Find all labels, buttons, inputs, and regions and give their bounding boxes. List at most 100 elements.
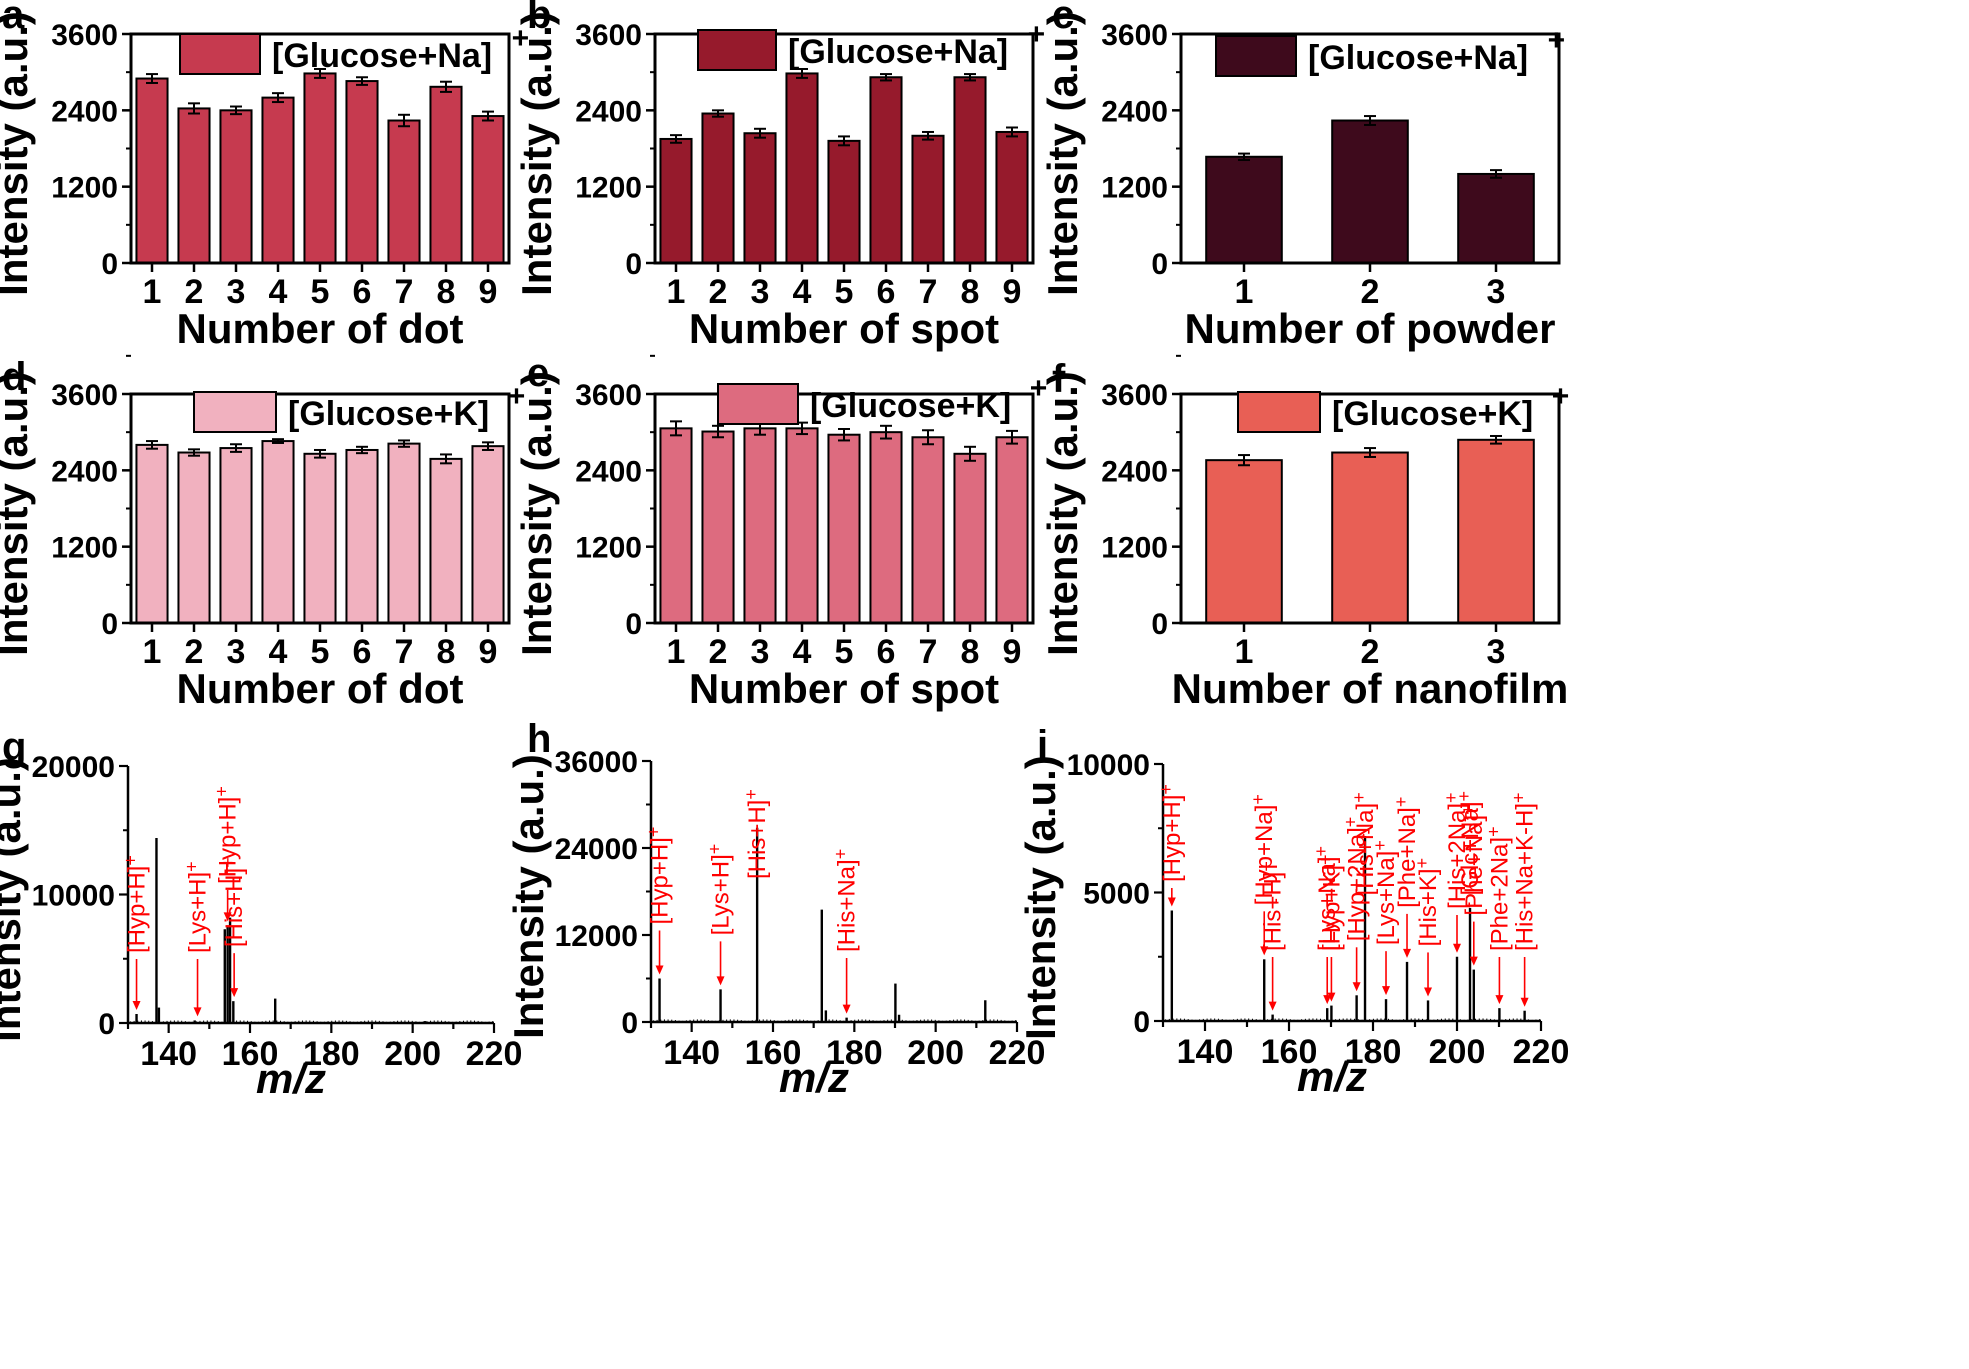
x-tick-label: 5 [311,633,330,671]
x-tick-label: 3 [1487,633,1506,671]
x-tick-label: 5 [835,273,854,311]
legend-label: [Glucose+Na] [272,37,492,75]
annotation-arrowhead [1495,995,1504,1005]
annotation-superscript: + [121,855,141,866]
annotation-text: [His+H] [1260,872,1287,951]
bar [1205,155,1283,264]
peak-annotation: [Phe+Na]+ [1391,797,1421,908]
annotation-superscript: + [644,827,664,838]
x-tick-label: 2 [709,633,728,671]
panel-label: g [2,725,26,769]
y-tick-label: 0 [621,1007,638,1040]
annotation-arrowhead [1382,986,1391,996]
peak-annotation: [Hyp+H]+ [121,855,151,953]
bar [345,80,379,264]
legend-swatch [717,383,799,425]
annotation-arrowhead [655,965,664,975]
annotation-arrowhead [1469,956,1478,966]
peak-annotation: [Phe+Na]+ [1458,804,1488,915]
annotation-text: [Phe+Na] [1394,807,1421,908]
x-axis-label: Number of nanofilm [1172,665,1569,712]
x-tick-label: 200 [907,1034,964,1072]
x-tick-label: 2 [185,633,204,671]
y-tick-label: 24000 [555,833,638,866]
y-tick-label: 10000 [1067,749,1150,782]
y-tick-label: 0 [98,1008,115,1041]
x-tick-label: 7 [919,633,938,671]
x-tick-label: 3 [1487,273,1506,311]
y-tick-label: 1200 [575,172,642,205]
x-tick-label: 140 [663,1034,720,1072]
panel-label: e [527,351,549,395]
x-axis-label: m/z [256,1055,326,1102]
annotation-arrowhead [132,1001,141,1011]
annotation-text: [His+H] [744,800,771,879]
x-tick-label: 2 [709,273,728,311]
y-axis-label: Intensity (a.u.) [513,371,560,656]
bar [659,427,693,624]
annotation-arrowhead [193,1007,202,1017]
annotation-arrowhead [223,912,232,922]
bar [701,430,735,624]
peak-annotation: [Hyp+K]+ [1315,854,1345,951]
bar [785,427,819,624]
bar [1457,438,1535,624]
annotation-arrowhead [1268,1001,1277,1011]
peak-annotation: [His+H]+ [1257,861,1287,951]
legend-superscript: + [512,22,530,55]
legend-label: [Glucose+K] [810,387,1011,425]
x-tick-label: 2 [1361,273,1380,311]
annotation-superscript: + [1156,784,1176,795]
bar [303,72,337,264]
x-tick-label: 8 [437,273,456,311]
annotation-superscript: + [1311,846,1331,857]
legend-superscript: + [508,380,526,413]
bar [135,443,169,624]
bar [177,451,211,624]
annotation-arrowhead [1453,943,1461,953]
y-tick-label: 0 [625,248,642,281]
x-tick-label: 220 [1513,1033,1570,1071]
annotation-superscript: + [1248,794,1268,805]
y-tick-label: 3600 [51,379,118,412]
peak-annotation: [His+2Na]+ [1441,792,1471,909]
bar-panel-b: 1 2 3 4 5 6 7 8 9 0 1200 2400 3600 [Glucose+Na] + Numbe… [575,18,1045,352]
x-tick-label: 4 [269,633,288,671]
x-axis-label: m/z [779,1054,849,1101]
annotation-superscript: + [1412,858,1432,869]
annotation-superscript: + [1391,797,1411,808]
x-tick-label: 140 [1177,1033,1234,1071]
bar [995,130,1029,264]
x-tick-label: 8 [961,633,980,671]
x-tick-label: 180 [1345,1033,1402,1071]
x-tick-label: 180 [303,1035,360,1073]
peak-annotation: [His+H]+ [218,857,248,947]
x-tick-label: 1 [667,633,686,671]
x-tick-label: 5 [311,273,330,311]
bar [219,109,253,265]
bar [219,447,253,625]
annotation-superscript: + [182,861,202,872]
bar [261,440,295,625]
bar [471,115,505,264]
bar [387,442,421,624]
y-tick-label: 1200 [575,532,642,565]
x-tick-label: 2 [185,273,204,311]
x-tick-label: 8 [961,273,980,311]
annotation-superscript: + [1341,817,1361,828]
peak-annotation: [Lys+Na]+ [1370,840,1400,945]
annotation-superscript: + [1454,791,1474,802]
y-axis-label: Intensity (a.u.) [1039,371,1086,656]
annotation-superscript: + [1349,792,1369,803]
bar [995,436,1029,624]
annotation-superscript: + [1509,792,1529,803]
annotation-arrowhead [1424,987,1433,997]
y-tick-label: 10000 [32,880,115,913]
x-tick-label: 7 [919,273,938,311]
legend-superscript: + [1552,380,1570,413]
legend-swatch [1237,391,1321,433]
annotation-arrowhead [842,1004,851,1014]
bar [135,77,169,265]
y-tick-label: 2400 [1101,455,1168,488]
peak-annotation: [His+Na+K-H]+ [1509,792,1539,951]
